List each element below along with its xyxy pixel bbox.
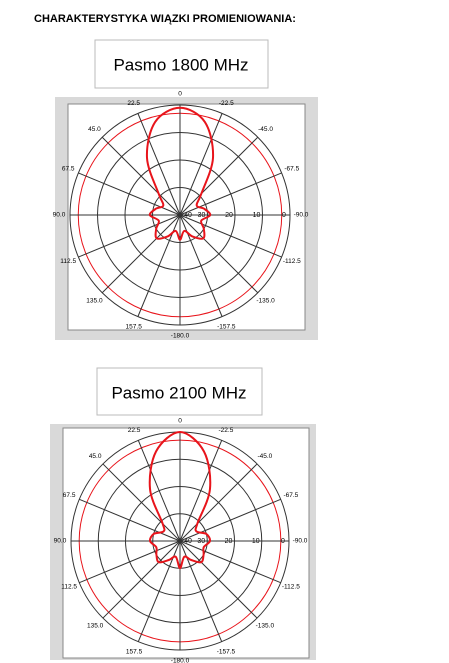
angle-tick-label: -45.0	[258, 126, 273, 133]
pattern-line	[145, 106, 215, 241]
angle-tick-label: 90.0	[53, 212, 66, 219]
angle-tick-label: -112.5	[282, 584, 300, 591]
angle-tick-label: 22.5	[128, 427, 141, 434]
angle-tick-label: -67.5	[283, 492, 298, 499]
spoke	[137, 113, 181, 216]
angle-tick-label: -157.5	[217, 324, 236, 331]
angle-tick-label: -180.0	[171, 333, 190, 340]
angle-tick-label: -135.0	[256, 297, 275, 304]
plot-area	[67, 103, 306, 331]
angle-tick-label: -90.0	[294, 212, 309, 219]
spoke	[137, 440, 181, 542]
spoke	[179, 498, 281, 542]
angle-tick-label: -67.5	[284, 165, 299, 172]
angle-tick-label: -45.0	[257, 453, 272, 460]
angle-tick-label: -135.0	[256, 623, 275, 630]
angle-tick-label: 0	[178, 91, 182, 98]
label-box	[96, 367, 263, 416]
spoke	[101, 214, 181, 294]
spoke	[179, 440, 223, 542]
angle-tick-label: 22.5	[127, 100, 140, 107]
angle-tick-label: -22.5	[219, 100, 234, 107]
angle-tick-label: 45.0	[88, 126, 101, 133]
spoke	[78, 214, 181, 258]
label-box	[94, 39, 269, 89]
spoke	[179, 463, 258, 542]
chart-title: Pasmo 1800 MHz	[113, 55, 248, 74]
spoke	[179, 214, 259, 294]
spoke	[101, 136, 181, 216]
heading: CHARAKTERYSTYKA WIĄZKI PROMIENIOWANIA:	[34, 13, 296, 25]
spoke	[179, 172, 282, 216]
spoke	[79, 498, 181, 542]
angle-tick-label: 45.0	[89, 453, 102, 460]
angle-tick-label: -180.0	[171, 658, 190, 663]
spoke	[79, 540, 181, 584]
angle-tick-label: 157.5	[126, 649, 143, 656]
spoke	[179, 540, 281, 584]
chart-title: Pasmo 2100 MHz	[111, 383, 246, 402]
angle-tick-label: -90.0	[293, 538, 308, 545]
angle-tick-label: -112.5	[283, 258, 301, 265]
angle-tick-label: 135.0	[86, 297, 103, 304]
spoke	[102, 540, 181, 619]
spoke	[179, 136, 259, 216]
angle-tick-label: 67.5	[62, 165, 75, 172]
pattern-line	[148, 430, 212, 570]
angle-tick-label: 90.0	[54, 538, 67, 545]
spoke	[179, 113, 223, 216]
angle-tick-label: -22.5	[219, 427, 234, 434]
angle-tick-label: 112.5	[60, 258, 76, 265]
angle-tick-label: 135.0	[87, 623, 104, 630]
spoke	[102, 463, 181, 542]
spoke	[179, 214, 282, 258]
angle-tick-label: 157.5	[126, 324, 143, 331]
angle-tick-label: 0	[178, 418, 182, 425]
spoke	[179, 540, 258, 619]
spoke	[78, 172, 181, 216]
angle-tick-label: -157.5	[217, 649, 236, 656]
angle-tick-label: 112.5	[61, 584, 77, 591]
angle-tick-label: 67.5	[63, 492, 76, 499]
